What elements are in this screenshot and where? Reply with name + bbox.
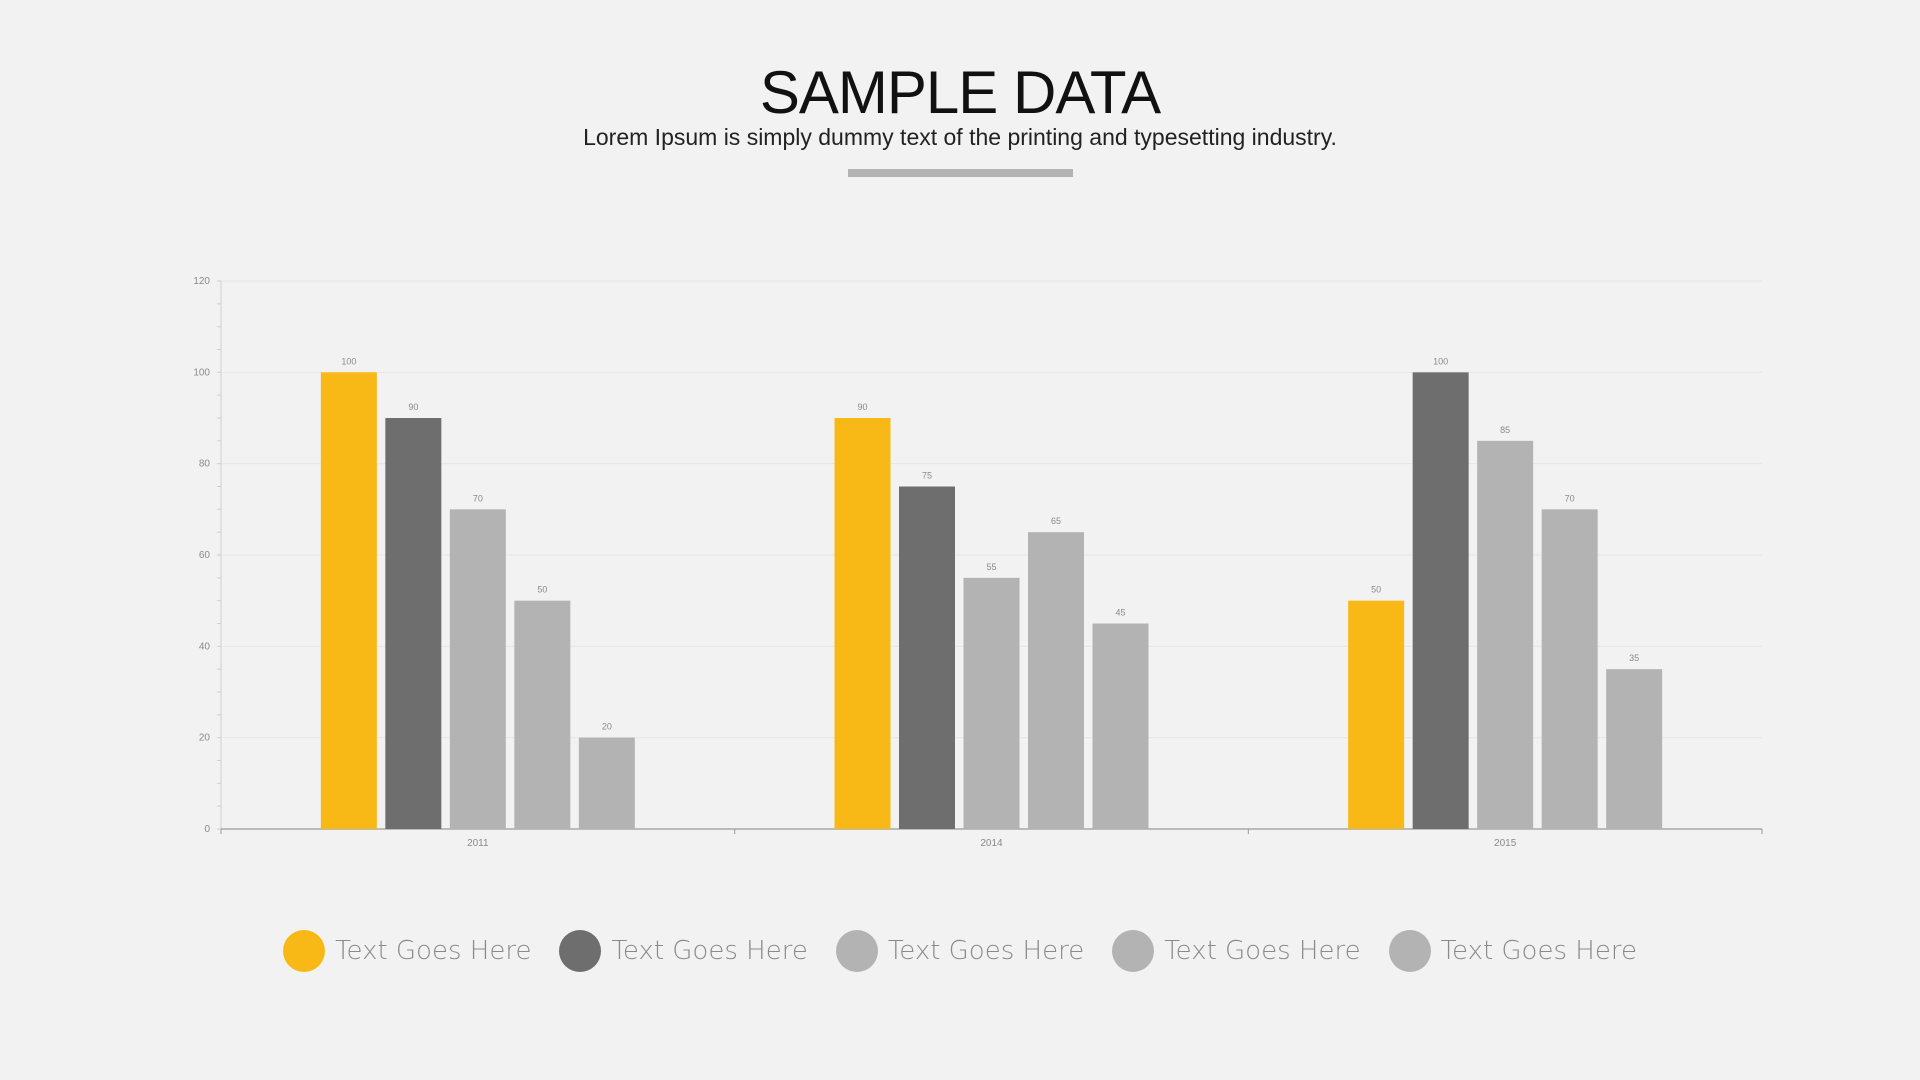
legend-label: Text Goes Here xyxy=(1440,936,1637,966)
chart-legend: Text Goes Here Text Goes Here Text Goes He… xyxy=(0,928,1920,974)
legend-item: Text Goes Here xyxy=(1112,930,1361,972)
data-label: 90 xyxy=(408,402,418,412)
legend-item: Text Goes Here xyxy=(283,930,531,972)
legend-swatch xyxy=(1388,930,1431,972)
x-tick-label: 2014 xyxy=(980,838,1003,849)
page-title: SAMPLE DATA xyxy=(759,59,1161,126)
legend-label: Text Goes Here xyxy=(611,936,808,966)
legend-item: Text Goes Here xyxy=(1388,930,1637,972)
bar xyxy=(449,509,506,829)
bar xyxy=(834,418,891,829)
data-label: 45 xyxy=(1115,608,1125,618)
y-tick-label: 20 xyxy=(199,733,211,744)
x-tick-label: 2011 xyxy=(467,838,489,849)
legend-label: Text Goes Here xyxy=(887,936,1085,966)
y-tick-label: 60 xyxy=(199,550,211,561)
bar xyxy=(1028,532,1084,829)
y-tick-label: 100 xyxy=(193,367,210,378)
data-label: 85 xyxy=(1500,425,1510,435)
bar xyxy=(1541,509,1598,829)
bar xyxy=(1477,440,1534,829)
bar xyxy=(320,372,377,829)
bar xyxy=(1606,669,1663,829)
y-tick-label: 80 xyxy=(199,459,211,470)
data-label: 75 xyxy=(922,471,932,481)
bar xyxy=(385,418,442,829)
y-tick-label: 0 xyxy=(204,824,210,835)
data-label: 70 xyxy=(1565,493,1575,503)
legend-item: Text Goes Here xyxy=(559,930,808,972)
bar xyxy=(578,737,635,829)
y-tick-label: 40 xyxy=(199,641,211,652)
data-label: 50 xyxy=(537,585,547,595)
data-label: 100 xyxy=(1433,356,1448,366)
data-label: 35 xyxy=(1629,653,1639,663)
data-label: 20 xyxy=(602,722,612,732)
legend-item: Text Goes Here xyxy=(835,930,1085,972)
legend-swatch xyxy=(559,930,602,972)
data-label: 55 xyxy=(986,562,996,572)
data-label: 70 xyxy=(473,493,483,503)
bar-chart: 0 20 40 60 80 100 120 100 90 70 50 20 2011 90 75 55 65 45… xyxy=(193,276,1763,849)
y-tick-label: 120 xyxy=(193,276,210,287)
data-label: 100 xyxy=(341,356,356,366)
data-label: 50 xyxy=(1371,585,1381,595)
bar xyxy=(963,577,1020,829)
data-label: 65 xyxy=(1051,516,1061,526)
legend-swatch xyxy=(283,930,326,972)
page-subtitle: Lorem Ipsum is simply dummy text of the … xyxy=(583,124,1337,150)
title-divider xyxy=(848,169,1073,177)
legend-swatch xyxy=(1112,930,1155,972)
bar xyxy=(1092,623,1149,829)
x-tick-label: 2015 xyxy=(1494,838,1517,849)
bar xyxy=(1348,600,1405,829)
bar xyxy=(514,600,571,829)
legend-swatch xyxy=(835,930,878,972)
legend-label: Text Goes Here xyxy=(335,936,532,966)
bar xyxy=(1412,372,1469,829)
bar xyxy=(899,486,955,829)
legend-label: Text Goes Here xyxy=(1164,936,1361,966)
data-label: 90 xyxy=(857,402,867,412)
